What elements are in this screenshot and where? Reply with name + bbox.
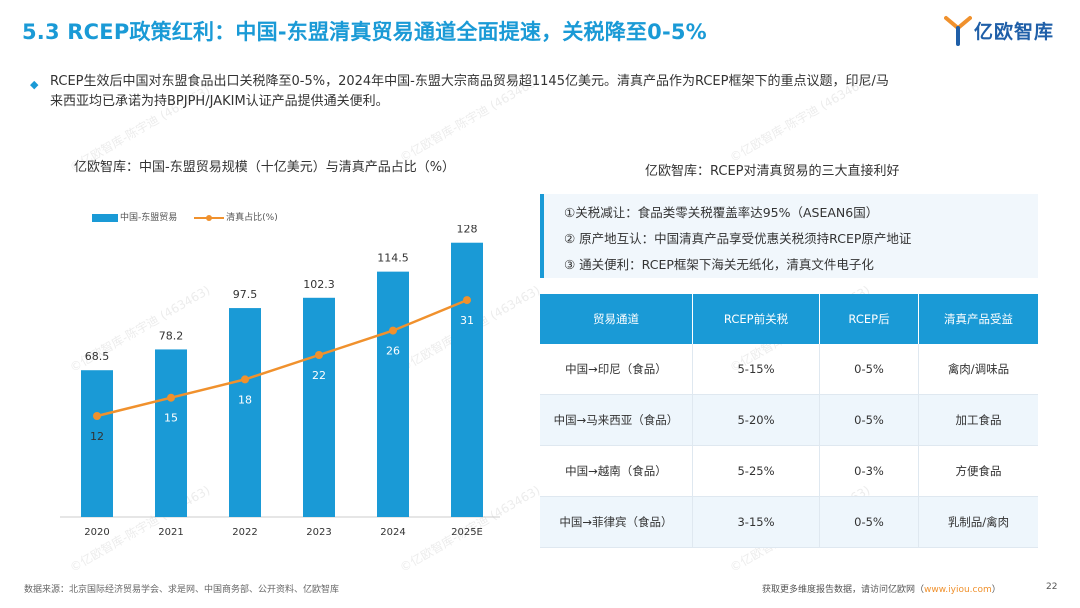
table-cell: 3-15% bbox=[692, 496, 820, 548]
line-value-label: 15 bbox=[164, 412, 178, 425]
percent-line bbox=[96, 298, 468, 418]
table-cell: 方便食品 bbox=[918, 445, 1038, 497]
summary-line-1: RCEP生效后中国对东盟食品出口关税降至0-5%，2024年中国-东盟大宗商品贸… bbox=[50, 74, 889, 89]
diamond-icon: ◆ bbox=[30, 78, 39, 91]
line-point bbox=[241, 375, 249, 384]
footer-prefix: 获取更多维度报告数据，请访问亿欧网（ bbox=[762, 585, 925, 595]
x-tick-label: 2025E bbox=[451, 527, 483, 538]
logo: 亿欧智库 bbox=[944, 14, 1064, 48]
bar bbox=[81, 370, 113, 517]
summary-line-2: 来西亚均已承诺为持BPJPH/JAKIM认证产品提供通关便利。 bbox=[50, 94, 389, 109]
table-row: 中国→越南（食品） 5-25% 0-3% 方便食品 bbox=[540, 445, 1038, 497]
benefit-item: ③ 通关便利：RCEP框架下海关无纸化，清真文件电子化 bbox=[564, 257, 874, 272]
table-cell: 5-20% bbox=[692, 394, 820, 446]
x-tick-label: 2023 bbox=[306, 527, 331, 538]
trade-chart: 68.5 2020 78.2 2021 97.5 2022 102.3 2023 114.5 20… bbox=[60, 225, 500, 538]
bar-value-label: 128 bbox=[457, 225, 478, 236]
benefit-item: ② 原产地互认：中国清真产品享受优惠关税须持RCEP原产地证 bbox=[564, 231, 912, 246]
bar bbox=[155, 349, 187, 517]
chart-title: 亿欧智库：中国-东盟贸易规模（十亿美元）与清真产品占比（%） bbox=[74, 160, 456, 175]
line-point bbox=[463, 296, 471, 305]
bar-value-label: 68.5 bbox=[85, 350, 110, 363]
legend-bar-swatch bbox=[92, 213, 118, 222]
table-cell: 0-3% bbox=[819, 445, 919, 497]
line-point bbox=[93, 412, 101, 420]
logo-icon bbox=[944, 16, 972, 46]
line-value-label: 26 bbox=[386, 345, 400, 358]
benefit-item: ①关税减让：食品类零关税覆盖率达95%（ASEAN6国） bbox=[564, 205, 879, 220]
summary-bullet: ◆ RCEP生效后中国对东盟食品出口关税降至0-5%，2024年中国-东盟大宗商… bbox=[30, 72, 1050, 112]
page-number: 22 bbox=[1046, 582, 1058, 592]
table-cell: 0-5% bbox=[819, 496, 919, 548]
bar bbox=[451, 242, 483, 517]
line-value-label: 22 bbox=[312, 369, 326, 382]
data-source: 数据来源：北京国际经济贸易学会、求是网、中国商务部、公开资料、亿欧智库 bbox=[24, 585, 340, 595]
line-value-label: 31 bbox=[460, 314, 474, 327]
bar bbox=[229, 308, 261, 517]
line-point bbox=[167, 393, 175, 402]
table-cell: 中国→马来西亚（食品） bbox=[540, 394, 693, 446]
footer-more: 获取更多维度报告数据，请访问亿欧网（www.iyiou.com） bbox=[762, 582, 1001, 595]
line-value-label: 12 bbox=[90, 430, 104, 443]
table-cell: 中国→越南（食品） bbox=[540, 445, 693, 497]
bar bbox=[377, 271, 409, 517]
line-point bbox=[389, 326, 397, 335]
table-header-cell: RCEP前关税 bbox=[692, 294, 820, 344]
bar-value-label: 102.3 bbox=[303, 278, 335, 291]
x-tick-label: 2020 bbox=[84, 527, 109, 538]
table-cell: 加工食品 bbox=[918, 394, 1038, 446]
bar bbox=[303, 297, 335, 517]
table-cell: 5-25% bbox=[692, 445, 820, 497]
x-tick-label: 2024 bbox=[380, 527, 405, 538]
page-title: 5.3 RCEP政策红利：中国-东盟清真贸易通道全面提速，关税降至0-5% bbox=[22, 20, 707, 44]
legend-line-label: 清真占比(%) bbox=[226, 213, 278, 223]
benefits-title: 亿欧智库：RCEP对清真贸易的三大直接利好 bbox=[645, 164, 900, 179]
logo-text: 亿欧智库 bbox=[974, 21, 1055, 43]
table-header-row: 贸易通道 RCEP前关税 RCEP后 清真产品受益 bbox=[540, 294, 1038, 344]
line-point bbox=[315, 351, 323, 359]
bar-value-label: 97.5 bbox=[233, 288, 258, 301]
table-row: 中国→菲律宾（食品） 3-15% 0-5% 乳制品/禽肉 bbox=[540, 496, 1038, 548]
x-tick-label: 2021 bbox=[158, 527, 183, 538]
table-cell: 禽肉/调味品 bbox=[918, 344, 1038, 395]
table-cell: 乳制品/禽肉 bbox=[918, 496, 1038, 548]
table-cell: 5-15% bbox=[692, 344, 820, 395]
table-header-cell: RCEP后 bbox=[819, 294, 919, 344]
bar-value-label: 114.5 bbox=[377, 252, 409, 265]
table-cell: 中国→印尼（食品） bbox=[540, 344, 693, 395]
x-tick-label: 2022 bbox=[232, 527, 257, 538]
table-header-cell: 贸易通道 bbox=[540, 294, 693, 344]
table-cell: 中国→菲律宾（食品） bbox=[540, 496, 693, 548]
table-row: 中国→马来西亚（食品） 5-20% 0-5% 加工食品 bbox=[540, 394, 1038, 446]
legend-line-swatch bbox=[194, 214, 225, 222]
table-header-cell: 清真产品受益 bbox=[918, 294, 1038, 344]
chart-legend: 中国-东盟贸易 清真占比(%) bbox=[92, 210, 278, 223]
footer-suffix: ） bbox=[991, 585, 1001, 595]
benefits-box: ①关税减让：食品类零关税覆盖率达95%（ASEAN6国） ② 原产地互认：中国清… bbox=[540, 194, 1038, 278]
footer-link[interactable]: www.iyiou.com bbox=[924, 585, 992, 595]
line-value-label: 18 bbox=[238, 393, 252, 406]
table-row: 中国→印尼（食品） 5-15% 0-5% 禽肉/调味品 bbox=[540, 344, 1038, 395]
tariff-table: 贸易通道 RCEP前关税 RCEP后 清真产品受益 中国→印尼（食品） 5-15… bbox=[540, 294, 1038, 548]
table-cell: 0-5% bbox=[819, 344, 919, 395]
legend-bar-label: 中国-东盟贸易 bbox=[120, 213, 178, 223]
table-cell: 0-5% bbox=[819, 394, 919, 446]
bar-value-label: 78.2 bbox=[159, 329, 184, 342]
